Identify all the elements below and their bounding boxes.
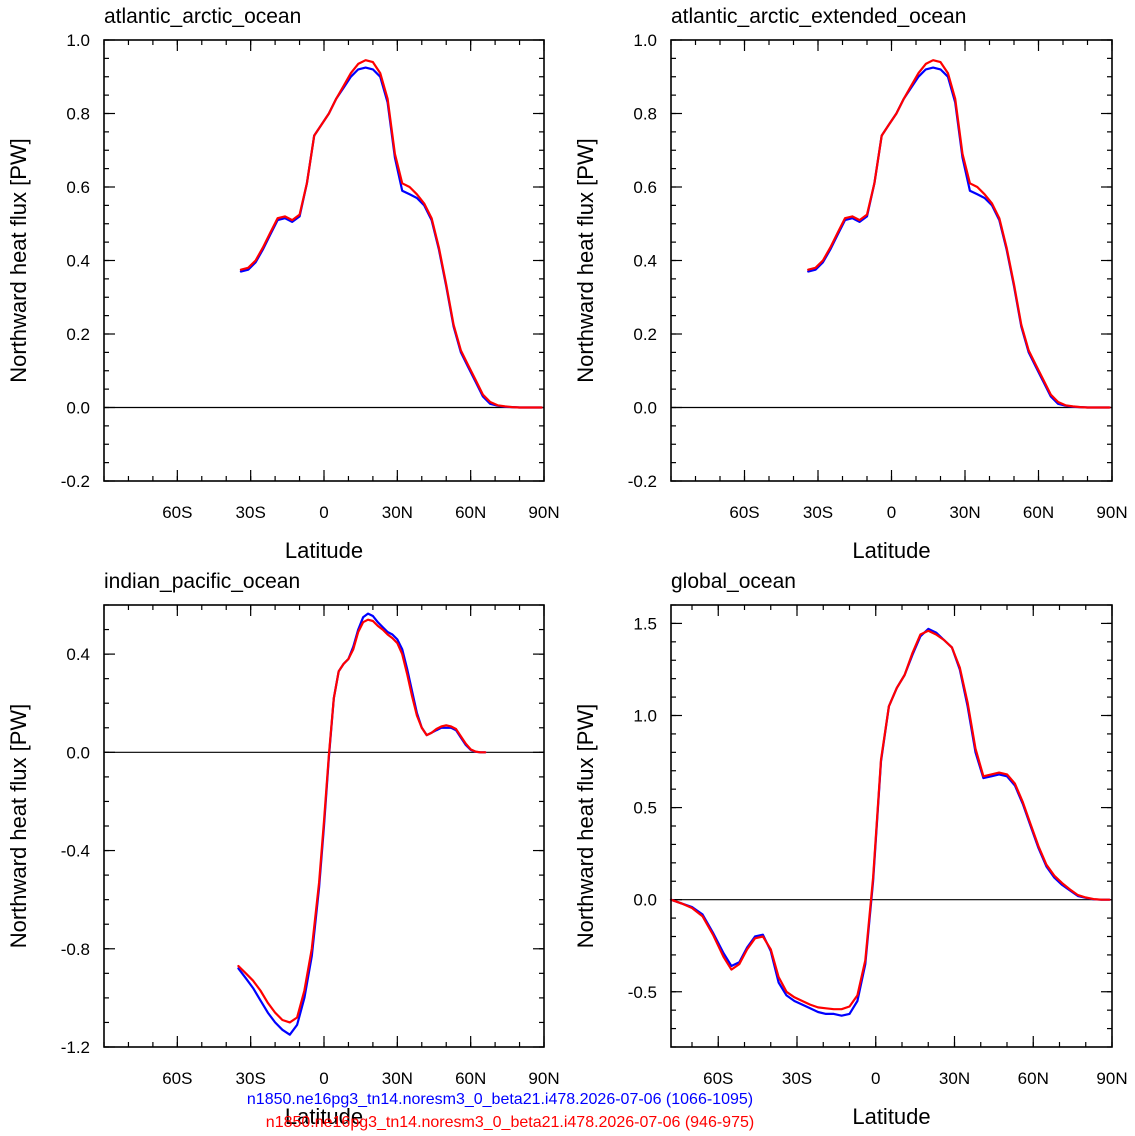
y-tick-label: -0.2 [628,472,657,491]
panel-title: atlantic_arctic_ocean [104,5,301,28]
y-tick-label: 0.0 [633,891,657,910]
plot-frame [103,604,545,1048]
legend: n1850.ne16pg3_tn14.noresm3_0_beta21.i478… [247,1091,754,1131]
legend-series-1: n1850.ne16pg3_tn14.noresm3_0_beta21.i478… [247,1091,753,1108]
x-tick-label: 60N [455,503,486,522]
y-axis-label: Northward heat flux [PW] [6,138,31,383]
y-tick-label: -0.4 [61,842,90,861]
y-tick-label: 0.0 [66,399,90,418]
panels-group: atlantic_arctic_ocean -0.2 0.0 0.2 0.4 0.6 0.8… [6,5,1128,1129]
y-tick-label: 1.0 [633,707,657,726]
x-tick-label: 30S [803,503,833,522]
y-tick-label: 0.5 [633,799,657,818]
x-tick-label: 90N [528,1069,559,1088]
x-tick-label: 90N [1096,1069,1127,1088]
series-line-1 [237,612,487,1036]
y-tick-label: 0.8 [633,105,657,124]
series-line-2 [237,618,487,1024]
x-tick-label: 60S [729,503,759,522]
x-tick-label: 90N [1096,503,1127,522]
x-tick-label: 60N [455,1069,486,1088]
x-tick-label: 60S [162,1069,192,1088]
x-tick-label: 30N [382,503,413,522]
y-tick-label: 1.5 [633,614,657,633]
x-tick-label: 30N [949,503,980,522]
panel-3: indian_pacific_ocean -1.2 -0.8 -0.4 0.0 0.4 60… [6,570,560,1129]
y-tick-label: -1.2 [61,1038,90,1057]
x-tick-label: 30N [382,1069,413,1088]
panel-title: global_ocean [671,570,796,593]
plot-frame [103,39,545,482]
x-tick-label: 60N [1023,503,1054,522]
x-tick-label: 30S [236,503,266,522]
y-tick-label: 0.4 [66,645,90,664]
series-line-2 [807,59,1111,409]
x-tick-label: 60S [162,503,192,522]
y-tick-label: 0.0 [633,399,657,418]
y-axis-label: Northward heat flux [PW] [6,704,31,949]
x-tick-label: 0 [887,503,896,522]
y-tick-label: 0.0 [66,743,90,762]
y-tick-label: -0.2 [61,472,90,491]
x-axis-label: Latitude [285,538,363,563]
series-line-2 [239,59,543,409]
legend-series-2: n1850.ne16pg3_tn14.noresm3_0_beta21.i478… [266,1114,754,1131]
y-tick-label: 0.2 [66,325,90,344]
panel-1: atlantic_arctic_ocean -0.2 0.0 0.2 0.4 0.6 0.8… [6,5,560,563]
y-axis-label: Northward heat flux [PW] [573,138,598,383]
y-tick-label: 1.0 [633,31,657,50]
y-tick-label: 0.2 [633,325,657,344]
x-axis-label: Latitude [285,1104,363,1129]
y-axis-label: Northward heat flux [PW] [573,704,598,949]
x-axis-label: Latitude [852,538,930,563]
y-tick-label: 0.4 [66,252,90,271]
plot-frame [670,39,1113,482]
x-tick-label: 60S [703,1069,733,1088]
x-tick-label: 0 [319,1069,328,1088]
x-tick-label: 30N [939,1069,970,1088]
y-tick-label: 0.4 [633,252,657,271]
y-tick-label: 0.8 [66,105,90,124]
y-tick-label: -0.5 [628,983,657,1002]
y-tick-label: 0.6 [633,178,657,197]
series-line-2 [669,629,1111,1011]
panel-title: atlantic_arctic_extended_ocean [671,5,966,28]
panel-4: global_ocean -0.5 0.0 0.5 1.0 1.5 60S 30S 0 30N 60… [573,570,1128,1129]
y-tick-label: 1.0 [66,31,90,50]
x-tick-label: 30S [782,1069,812,1088]
x-tick-label: 60N [1018,1069,1049,1088]
y-tick-label: 0.6 [66,178,90,197]
x-tick-label: 0 [871,1069,880,1088]
plot-frame [670,604,1113,1048]
x-tick-label: 90N [528,503,559,522]
x-tick-label: 30S [236,1069,266,1088]
panel-title: indian_pacific_ocean [104,570,300,593]
panel-2: atlantic_arctic_extended_ocean -0.2 0.0 0.2… [573,5,1128,563]
x-axis-label: Latitude [852,1104,930,1129]
x-tick-label: 0 [319,503,328,522]
series-line-1 [669,627,1111,1017]
y-tick-label: -0.8 [61,940,90,959]
